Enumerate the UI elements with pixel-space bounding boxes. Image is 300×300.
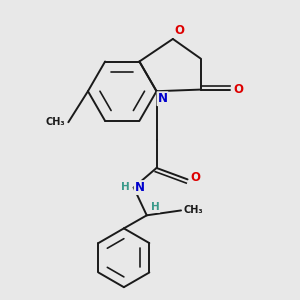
Text: H: H: [151, 202, 159, 212]
Text: N: N: [158, 92, 167, 105]
Text: O: O: [233, 83, 243, 96]
Text: CH₃: CH₃: [46, 117, 65, 127]
Text: H: H: [121, 182, 130, 192]
Text: N: N: [135, 181, 145, 194]
Text: CH₃: CH₃: [184, 206, 203, 215]
Text: O: O: [175, 24, 184, 37]
Text: O: O: [191, 171, 201, 184]
